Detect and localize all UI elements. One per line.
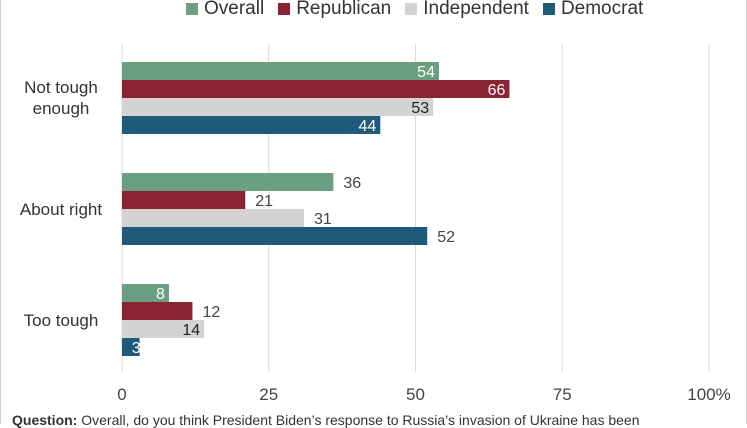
category-label: About right: [19, 199, 103, 219]
x-tick-label: 25: [259, 385, 278, 404]
data-label: 14: [182, 322, 200, 339]
data-label: 21: [255, 193, 273, 210]
bar-republican: [122, 191, 246, 209]
legend-label: Overall: [204, 0, 265, 19]
data-label: 12: [202, 304, 220, 321]
legend-swatch: [542, 3, 555, 15]
data-label: 54: [417, 64, 435, 81]
data-label: 36: [343, 175, 361, 192]
data-label: 53: [411, 100, 429, 117]
footnote-text: Overall, do you think President Biden’s …: [77, 412, 640, 428]
legend-swatch: [186, 3, 198, 15]
bar-republican: [122, 302, 193, 320]
data-label: 3: [132, 340, 141, 357]
data-label: 52: [437, 229, 455, 246]
bar-overall: [122, 284, 169, 302]
legend-item-democrat: Democrat: [542, 0, 644, 20]
data-label: 66: [488, 82, 506, 99]
legend-swatch: [278, 3, 291, 15]
bar-democrat: [122, 338, 140, 356]
bar-independent: [122, 98, 434, 116]
data-label: 44: [358, 118, 376, 135]
legend-item-independent: Independent: [405, 0, 529, 20]
data-label: 31: [314, 211, 332, 228]
footnote: Question: Overall, do you think Presiden…: [12, 412, 639, 428]
legend-label: Independent: [423, 0, 529, 19]
category-label: Not tough enough: [24, 78, 98, 118]
legend-label: Democrat: [560, 0, 644, 19]
bar-independent: [122, 209, 304, 227]
x-tick-label: 100%: [687, 385, 730, 404]
footnote-label: Question:: [12, 412, 78, 428]
legend: Overall Republican Independent Democrat: [186, 0, 643, 20]
bar-republican: [122, 80, 510, 98]
bar-democrat: [122, 116, 381, 134]
data-label: 8: [156, 286, 165, 303]
legend-label: Republican: [296, 0, 392, 19]
category-label: Too tough: [23, 310, 99, 330]
bar-independent: [122, 320, 205, 338]
bar-overall: [122, 62, 439, 80]
legend-item-republican: Republican: [278, 0, 391, 20]
x-tick-label: 50: [406, 385, 425, 404]
x-tick-label: 75: [553, 385, 572, 404]
legend-swatch: [405, 3, 418, 15]
legend-item-overall: Overall: [186, 0, 264, 20]
bar-democrat: [122, 227, 428, 245]
bar-overall: [122, 173, 334, 191]
x-tick-label: 0: [117, 385, 126, 404]
